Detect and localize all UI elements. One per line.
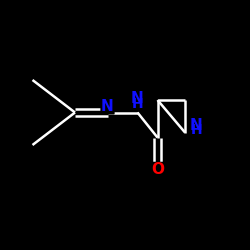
Text: N: N bbox=[131, 91, 144, 106]
Text: N: N bbox=[101, 99, 114, 114]
Text: H: H bbox=[190, 123, 202, 137]
Text: H: H bbox=[132, 97, 143, 111]
Text: N: N bbox=[190, 118, 202, 132]
Text: O: O bbox=[151, 162, 164, 178]
